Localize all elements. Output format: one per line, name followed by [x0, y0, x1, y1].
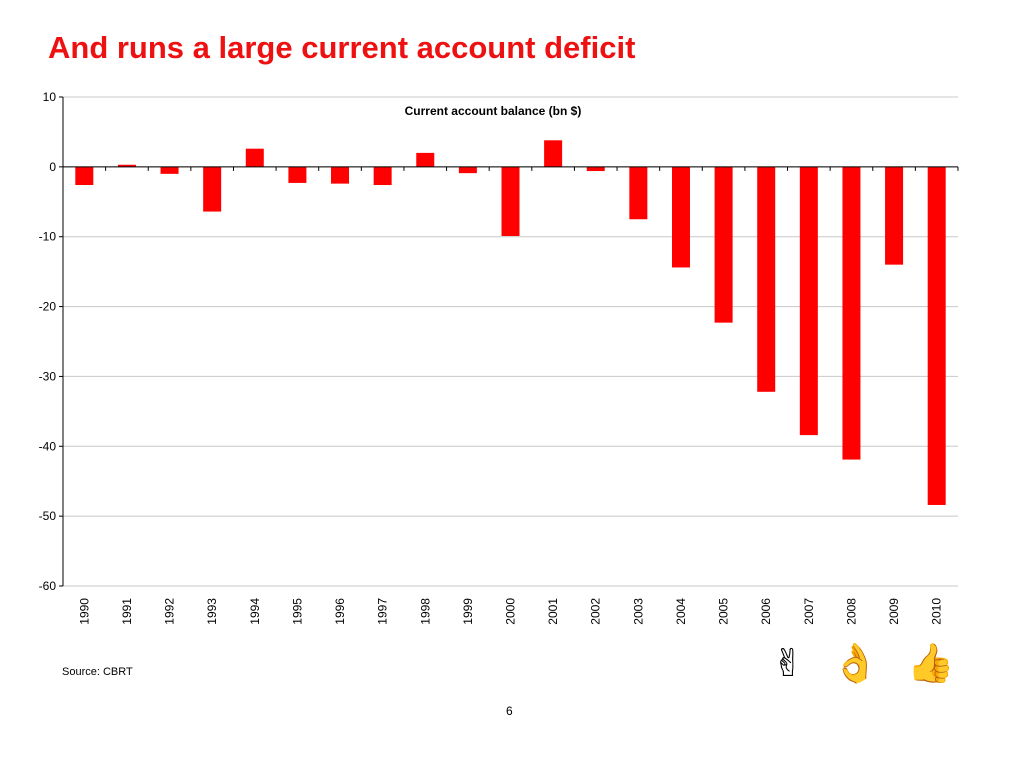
- bar-2006: [757, 166, 776, 392]
- tick-labels: 10 0 -10 -20 -30 -40 -50 -60 1990 1991 1992 1993 199…: [39, 90, 944, 625]
- bar-2002: [586, 166, 605, 172]
- x-tick-label: 2002: [589, 598, 603, 625]
- y-tick-label: -30: [39, 369, 57, 383]
- x-tick-label: 1999: [461, 598, 475, 625]
- bar-2004: [671, 166, 690, 268]
- x-tick-label: 1992: [163, 598, 177, 625]
- y-tick-label: -50: [39, 509, 57, 523]
- slide-title: And runs a large current account deficit: [48, 30, 636, 65]
- x-tick-label: 2001: [546, 598, 560, 625]
- bar-2000: [501, 166, 520, 237]
- bar-1995: [288, 166, 307, 183]
- y-tick-label: 10: [43, 90, 57, 104]
- bar-2001: [544, 140, 563, 167]
- bar-1999: [458, 166, 477, 174]
- x-tick-label: 2008: [844, 598, 858, 625]
- x-tick-label: 1997: [376, 598, 390, 625]
- bar-2003: [629, 166, 648, 220]
- thumbs-up-icon: 👍: [907, 641, 955, 685]
- x-tick-label: 2007: [802, 598, 816, 625]
- page-number: 6: [506, 704, 513, 718]
- chart-title: Current account balance (bn $): [405, 104, 582, 118]
- y-tick-label: 0: [49, 160, 56, 174]
- x-tick-label: 1996: [333, 598, 347, 625]
- x-tick-label: 2003: [631, 598, 645, 625]
- x-tick-label: 2010: [930, 598, 944, 625]
- x-tick-label: 2009: [887, 598, 901, 625]
- bar-1997: [373, 166, 392, 186]
- source-note: Source: CBRT: [62, 666, 133, 678]
- x-tick-label: 1994: [248, 598, 262, 625]
- bar-2005: [714, 166, 733, 323]
- y-tick-label: -60: [39, 579, 57, 593]
- x-tick-label: 2000: [504, 598, 518, 625]
- x-tick-label: 2006: [759, 598, 773, 625]
- bar-2009: [885, 166, 904, 265]
- x-tick-label: 1990: [77, 598, 91, 625]
- hand-icons: ✌ 👌 👍: [772, 644, 955, 682]
- y-tick-label: -10: [39, 230, 57, 244]
- bars: [75, 140, 946, 505]
- current-account-bar-chart: 10 0 -10 -20 -30 -40 -50 -60 1990 1991 1992 1993 199…: [39, 90, 959, 625]
- x-tick-label: 1991: [120, 598, 134, 625]
- ok-hand-icon: 👌: [831, 641, 880, 685]
- axes: [59, 96, 959, 587]
- bar-2008: [842, 166, 861, 460]
- bar-1993: [203, 166, 222, 212]
- x-tick-label: 1993: [205, 598, 219, 625]
- x-tick-label: 1998: [418, 598, 432, 625]
- bar-1990: [75, 166, 94, 186]
- bar-2007: [799, 166, 818, 436]
- y-tick-label: -20: [39, 300, 57, 314]
- bar-1992: [160, 166, 179, 174]
- y-tick-label: -40: [39, 439, 57, 453]
- bar-1996: [331, 166, 350, 184]
- x-tick-label: 2005: [717, 598, 731, 625]
- bar-2010: [927, 166, 946, 505]
- x-tick-label: 1995: [290, 598, 304, 625]
- bar-1991: [117, 164, 136, 167]
- x-tick-label: 2004: [674, 598, 688, 625]
- victory-hand-icon: ✌: [772, 641, 804, 685]
- bar-1994: [245, 148, 264, 167]
- bar-1998: [416, 152, 435, 167]
